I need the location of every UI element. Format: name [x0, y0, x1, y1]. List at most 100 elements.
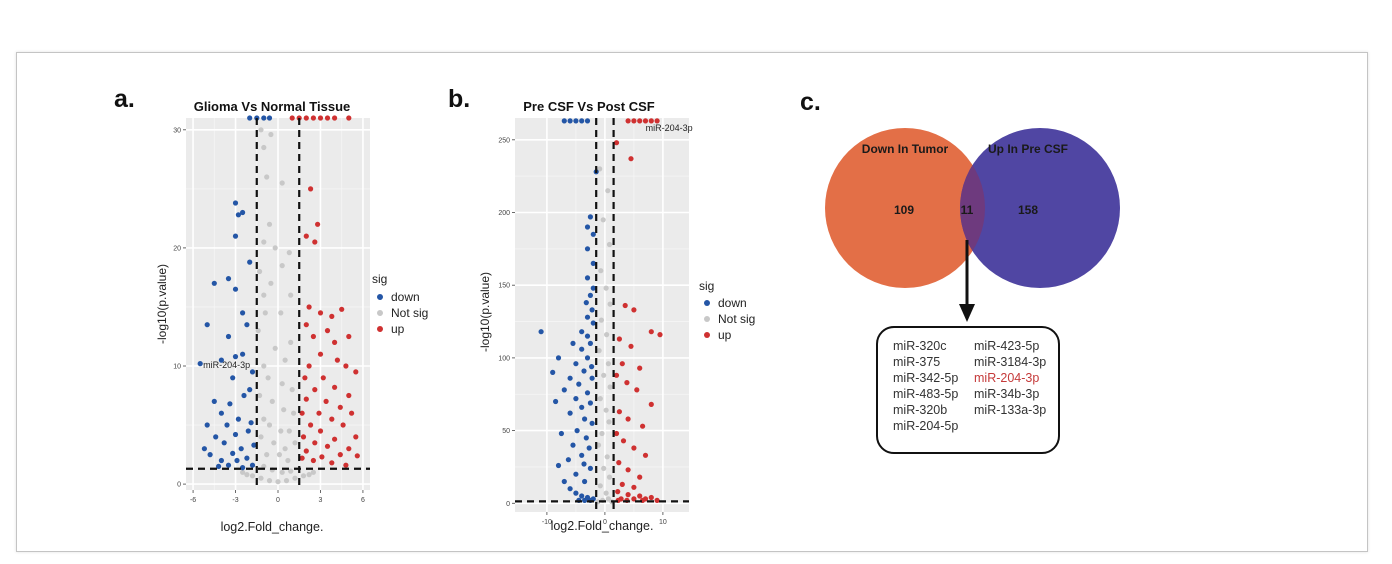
legend-a: sig down Not sig up: [372, 272, 428, 336]
point-up: [329, 313, 335, 319]
point-up: [631, 445, 637, 451]
point-down: [538, 329, 544, 335]
chart-b-xtick-label: 0: [603, 519, 607, 526]
chart-a-xtick-label: 3: [319, 497, 323, 504]
point-up: [312, 239, 318, 245]
point-down: [240, 209, 246, 216]
point-up: [628, 156, 634, 162]
point-down: [197, 361, 203, 367]
point-up: [303, 396, 309, 402]
point-down: [589, 420, 595, 426]
point-up: [289, 115, 295, 121]
point-notsig: [261, 144, 267, 151]
point-down: [581, 461, 587, 467]
point-up: [334, 357, 340, 363]
point-down: [204, 322, 210, 328]
chart-b-title: Pre CSF Vs Post CSF: [523, 99, 655, 114]
point-notsig: [306, 472, 312, 478]
point-up: [343, 363, 349, 369]
point-up: [613, 430, 620, 437]
point-up: [353, 369, 359, 375]
point-up: [642, 452, 649, 458]
point-down: [240, 465, 246, 471]
chart-a-xtick-label: 6: [361, 497, 365, 504]
point-down: [584, 333, 591, 339]
chart-b-ytick-label: 250: [498, 137, 510, 144]
point-notsig: [597, 483, 603, 489]
point-down: [574, 428, 580, 434]
point-notsig: [603, 407, 609, 413]
point-down: [225, 462, 232, 468]
point-up: [634, 387, 640, 393]
point-down: [249, 462, 256, 468]
point-down: [204, 422, 210, 428]
point-up: [332, 384, 338, 390]
point-down: [244, 455, 250, 461]
point-down: [221, 440, 227, 446]
point-up: [631, 307, 637, 313]
point-notsig: [276, 452, 282, 458]
point-down: [232, 354, 239, 360]
point-notsig: [275, 479, 281, 485]
point-up: [308, 422, 314, 428]
point-down: [218, 457, 224, 464]
venn-arrow-head: [959, 304, 975, 322]
point-notsig: [285, 457, 291, 464]
point-up: [324, 443, 331, 449]
point-down: [244, 322, 250, 328]
point-down: [561, 387, 567, 393]
point-down: [555, 355, 562, 361]
chart-a-ylabel: -log10(p.value): [155, 264, 169, 344]
chart-a-xlabel: log2.Fold_change.: [221, 520, 324, 534]
point-up: [613, 140, 620, 146]
point-notsig: [288, 339, 294, 345]
point-down: [240, 310, 246, 316]
point-down: [225, 333, 232, 340]
point-down: [232, 233, 239, 239]
point-notsig: [269, 398, 275, 404]
point-down: [590, 260, 596, 266]
mirna-item: miR-342-5p: [893, 371, 959, 385]
point-up: [317, 428, 324, 434]
point-up: [337, 452, 343, 458]
point-down: [583, 435, 589, 441]
mirna-item: miR-34b-3p: [974, 387, 1040, 401]
point-up: [620, 438, 627, 444]
point-down: [570, 442, 576, 448]
point-down: [590, 320, 596, 326]
point-notsig: [606, 474, 613, 480]
point-notsig: [601, 465, 607, 471]
point-notsig: [261, 239, 267, 245]
panel-a-letter: a.: [114, 85, 135, 113]
point-down: [567, 375, 573, 381]
point-down: [230, 450, 236, 456]
point-notsig: [257, 392, 263, 399]
point-down: [565, 457, 572, 463]
point-up: [317, 115, 324, 121]
point-up: [637, 474, 643, 480]
chart-a-ytick-label: 10: [173, 364, 181, 371]
mirna-item: miR-483-5p: [893, 387, 959, 401]
point-up: [329, 416, 335, 422]
point-notsig: [266, 422, 273, 428]
point-notsig: [266, 478, 273, 484]
point-down: [582, 497, 588, 503]
point-notsig: [286, 250, 292, 256]
point-down: [584, 118, 591, 124]
point-down: [573, 490, 579, 496]
point-down: [213, 434, 219, 440]
point-down: [579, 493, 585, 499]
point-notsig: [283, 478, 290, 484]
panel-b-letter: b.: [448, 85, 471, 113]
point-notsig: [244, 472, 250, 478]
chart-a-annotation: miR-204-3p: [203, 360, 250, 370]
point-down: [232, 431, 239, 438]
mirna-item: miR-375: [893, 355, 941, 369]
point-up: [316, 410, 322, 416]
point-down: [261, 115, 267, 121]
point-down: [232, 200, 239, 206]
point-notsig: [258, 434, 264, 440]
point-up: [303, 115, 309, 121]
point-notsig: [292, 440, 298, 446]
